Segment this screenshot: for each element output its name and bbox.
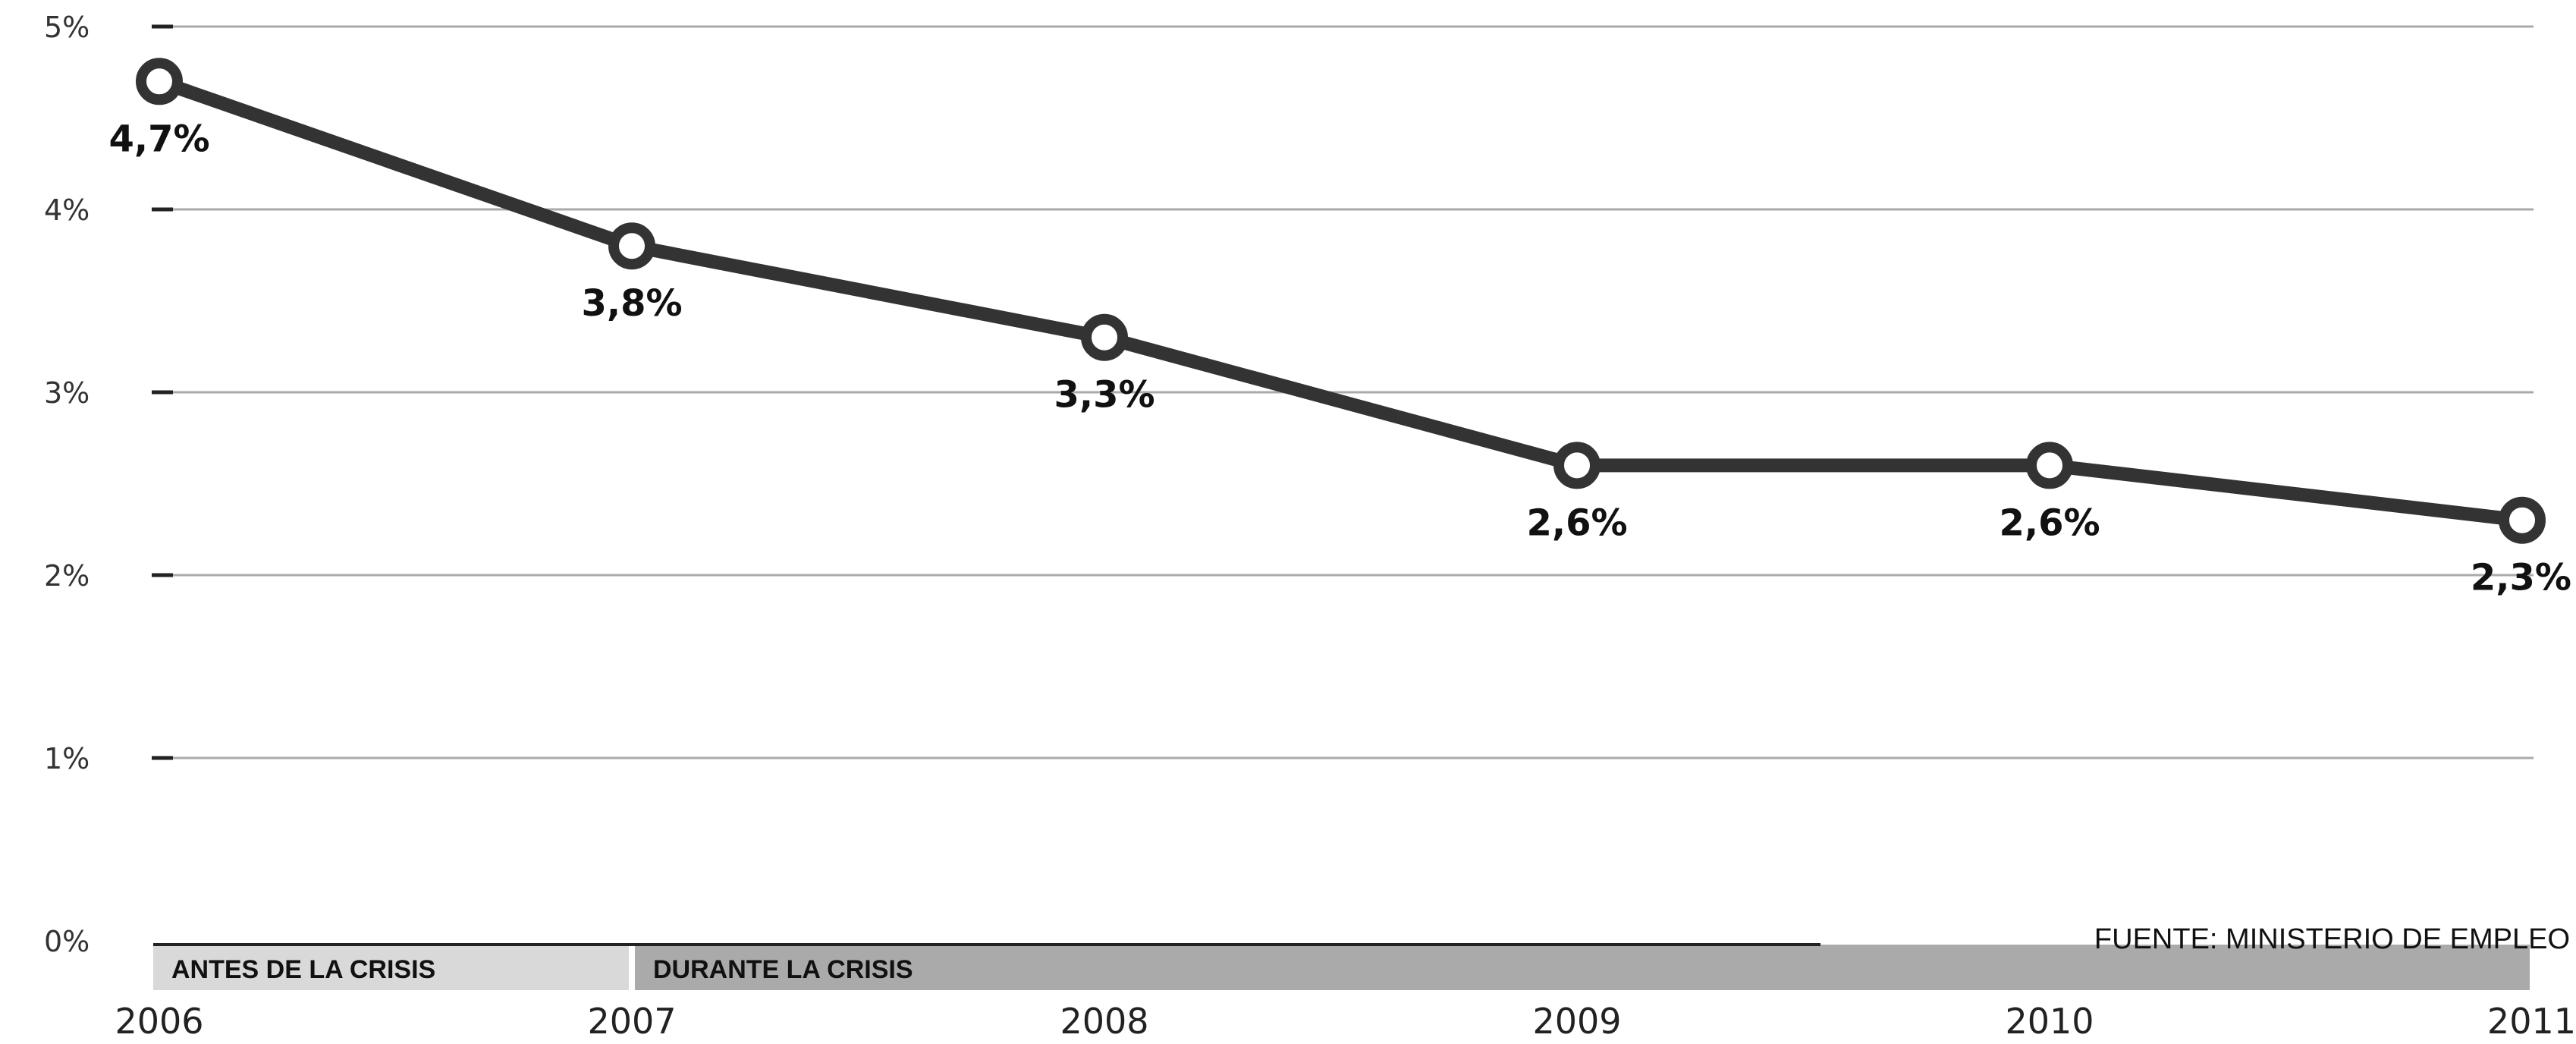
data-label: 2,6% <box>1999 502 2100 544</box>
data-label: 4,7% <box>108 118 209 160</box>
data-label: 3,8% <box>581 282 682 325</box>
period-band-label: DURANTE LA CRISIS <box>653 955 913 984</box>
data-point <box>1553 442 1601 489</box>
y-tick-label: 4% <box>44 193 90 227</box>
data-point <box>2026 442 2073 489</box>
data-label: 3,3% <box>1054 374 1154 417</box>
x-tick-label: 2008 <box>1060 1001 1148 1042</box>
data-point <box>2499 496 2546 544</box>
y-tick-label: 5% <box>44 11 90 44</box>
x-tick-label: 2010 <box>2005 1001 2094 1042</box>
data-label: 2,6% <box>1526 502 1627 544</box>
data-labels: 4,7% 3,8% 3,3% 2,6% 2,6% 2,3% <box>108 118 2571 599</box>
y-tick-label: 0% <box>44 925 90 958</box>
series-line <box>152 74 2529 527</box>
x-axis-ticks: 2006 2007 2008 2009 2010 2011 <box>115 1001 2576 1042</box>
gridlines <box>152 24 2534 760</box>
data-point <box>136 58 183 105</box>
y-tick-label: 1% <box>44 742 90 775</box>
period-band <box>635 945 2530 990</box>
x-tick-label: 2011 <box>2487 1001 2576 1042</box>
data-point <box>608 222 655 270</box>
x-tick-label: 2009 <box>1532 1001 1621 1042</box>
series-polyline <box>152 74 2529 527</box>
y-axis-ticks: 0% 1% 2% 3% 4% 5% <box>44 11 90 958</box>
data-points <box>136 58 2546 544</box>
data-point <box>1081 313 1128 361</box>
x-tick-label: 2006 <box>115 1001 203 1042</box>
y-tick-label: 2% <box>44 559 90 593</box>
period-band-label: ANTES DE LA CRISIS <box>171 955 435 984</box>
x-tick-label: 2007 <box>587 1001 676 1042</box>
crisis-period-bands: ANTES DE LA CRISIS DURANTE LA CRISIS <box>153 943 2530 990</box>
y-tick-label: 3% <box>44 376 90 410</box>
source-label: FUENTE: MINISTERIO DE EMPLEO <box>2094 923 2570 955</box>
data-label: 2,3% <box>2471 557 2571 599</box>
period-band <box>153 945 629 990</box>
